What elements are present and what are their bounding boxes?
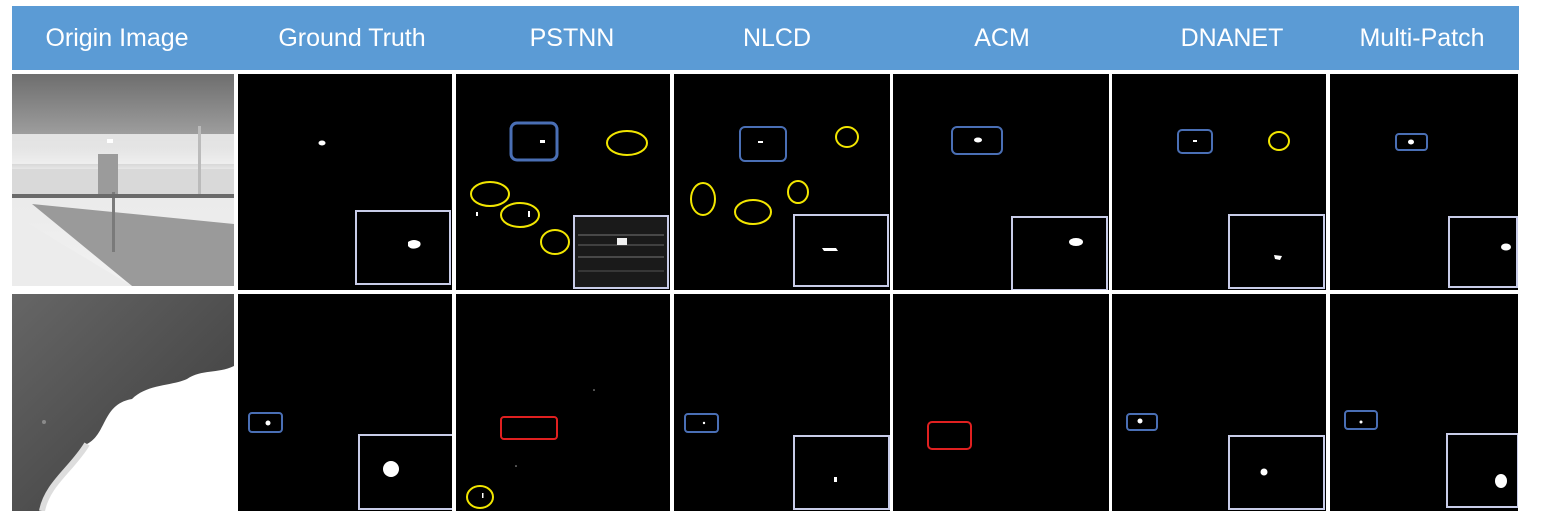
false-alarm-circle [835,126,859,148]
correct-detection-box [1344,410,1378,430]
nlcd-row1 [674,74,890,290]
ground-truth-row1 [238,74,452,290]
correct-detection-box [1126,413,1158,431]
pstnn-row2 [456,294,670,511]
false-alarm-circle [1268,131,1290,151]
correct-detection-box [739,126,787,162]
header-ground-truth: Ground Truth [278,24,426,52]
inset-box [573,215,669,289]
inset-box [1011,216,1108,290]
false-alarm-circle [690,182,716,216]
header-acm: ACM [974,24,1030,52]
correct-detection-box [684,413,719,433]
nlcd-row2 [674,294,890,511]
false-alarm-circle [734,199,772,225]
dnanet-row1 [1112,74,1326,290]
correct-detection-box [1395,133,1428,151]
header-multi-patch: Multi-Patch [1359,24,1485,52]
inset-box [1446,433,1518,508]
inset-box [1228,435,1325,510]
origin-image-road [12,74,234,286]
column-header-bar: Origin Image Ground Truth PSTNN NLCD ACM… [12,6,1519,70]
correct-detection-box [951,126,1003,155]
target-blob [318,140,326,146]
dnanet-row2 [1112,294,1326,511]
missed-target-box [927,421,972,450]
header-origin-image: Origin Image [45,24,189,52]
inset-box [1228,214,1325,289]
inset-box [355,210,451,285]
pstnn-row1 [456,74,670,290]
inset-box [793,435,890,510]
header-dnanet: DNANET [1180,24,1284,52]
correct-detection-box [248,412,283,433]
origin-image-cloud [12,294,234,511]
multi-patch-row2 [1330,294,1518,511]
false-alarm-circle [540,229,570,255]
missed-target-box [500,416,558,440]
multi-patch-row1 [1330,74,1518,290]
false-alarm-circle [466,485,494,509]
false-alarm-circle [500,202,540,228]
header-pstnn: PSTNN [529,24,615,52]
acm-row2 [893,294,1109,511]
inset-box [793,214,889,287]
ground-truth-row2 [238,294,452,511]
header-nlcd: NLCD [742,24,812,52]
correct-detection-box [1177,129,1213,154]
acm-row1 [893,74,1109,290]
false-alarm-circle [787,180,809,204]
false-alarm-circle [606,130,648,156]
inset-box [358,434,452,510]
inset-box [1448,216,1518,288]
correct-detection-box [509,121,559,162]
false-alarm-circle [470,181,510,207]
